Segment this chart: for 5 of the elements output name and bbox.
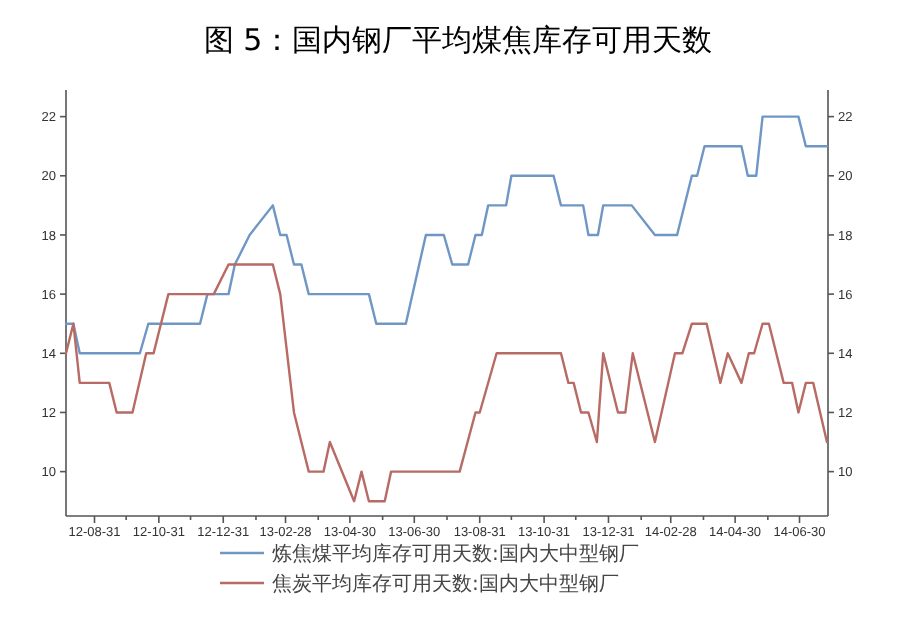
chart-title: 图 5：国内钢厂平均煤焦库存可用天数 — [203, 22, 713, 58]
legend-label: 焦炭平均库存可用天数:国内大中型钢厂 — [272, 572, 619, 596]
line-series — [64, 115, 829, 355]
line-series — [64, 263, 829, 503]
legend-label: 炼焦煤平均库存可用天数:国内大中型钢厂 — [272, 542, 639, 566]
